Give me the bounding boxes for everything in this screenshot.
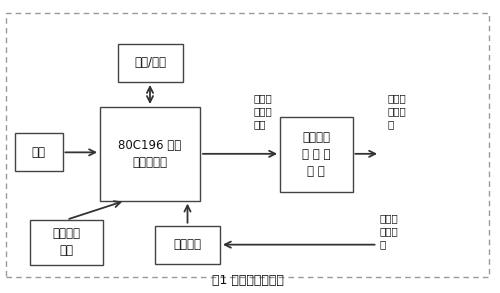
Text: 去可控
硅触发
极: 去可控 硅触发 极 (388, 93, 406, 130)
FancyBboxPatch shape (30, 220, 102, 265)
FancyBboxPatch shape (155, 226, 220, 264)
FancyBboxPatch shape (6, 13, 488, 277)
Text: 整流器
输出采
样: 整流器 输出采 样 (380, 213, 399, 250)
FancyBboxPatch shape (100, 107, 200, 201)
Text: 80C196 单片
机最小系统: 80C196 单片 机最小系统 (118, 139, 182, 169)
FancyBboxPatch shape (118, 44, 182, 82)
Text: 键盘/显示: 键盘/显示 (134, 57, 166, 69)
Text: 光隔、脉
冲 功 率
放 大: 光隔、脉 冲 功 率 放 大 (302, 131, 330, 178)
Text: 图1 数字触发器框图: 图1 数字触发器框图 (212, 274, 284, 287)
Text: 反馈信号: 反馈信号 (174, 238, 202, 251)
Text: 给定: 给定 (32, 146, 46, 159)
Text: 同步信号
检测: 同步信号 检测 (52, 227, 80, 258)
FancyBboxPatch shape (15, 133, 62, 171)
FancyBboxPatch shape (280, 117, 352, 192)
Text: 产生三
路触发
脉冲: 产生三 路触发 脉冲 (253, 93, 272, 130)
